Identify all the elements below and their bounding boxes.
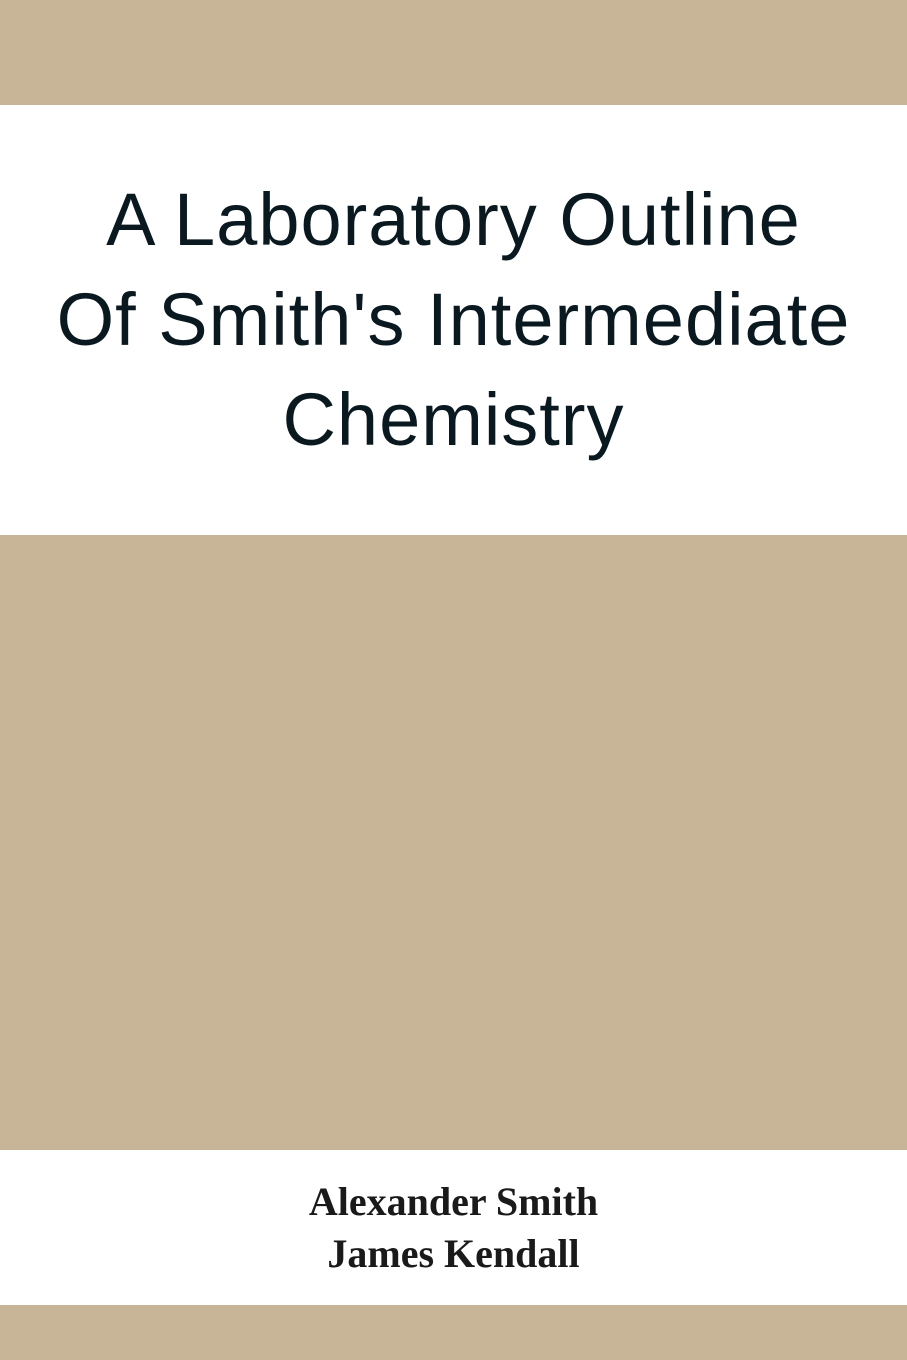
author-2: James Kendall bbox=[327, 1228, 579, 1280]
title-line-3: Chemistry bbox=[57, 370, 851, 470]
top-decorative-band bbox=[0, 0, 907, 105]
author-section: Alexander Smith James Kendall bbox=[0, 1150, 907, 1305]
title-line-1: A Laboratory Outline bbox=[57, 170, 851, 270]
title-section: A Laboratory Outline Of Smith's Intermed… bbox=[0, 105, 907, 535]
title-line-2: Of Smith's Intermediate bbox=[57, 270, 851, 370]
bottom-decorative-band bbox=[0, 1305, 907, 1360]
book-cover: A Laboratory Outline Of Smith's Intermed… bbox=[0, 0, 907, 1360]
middle-decorative-band bbox=[0, 535, 907, 1150]
author-1: Alexander Smith bbox=[309, 1176, 598, 1228]
book-title: A Laboratory Outline Of Smith's Intermed… bbox=[57, 170, 851, 470]
